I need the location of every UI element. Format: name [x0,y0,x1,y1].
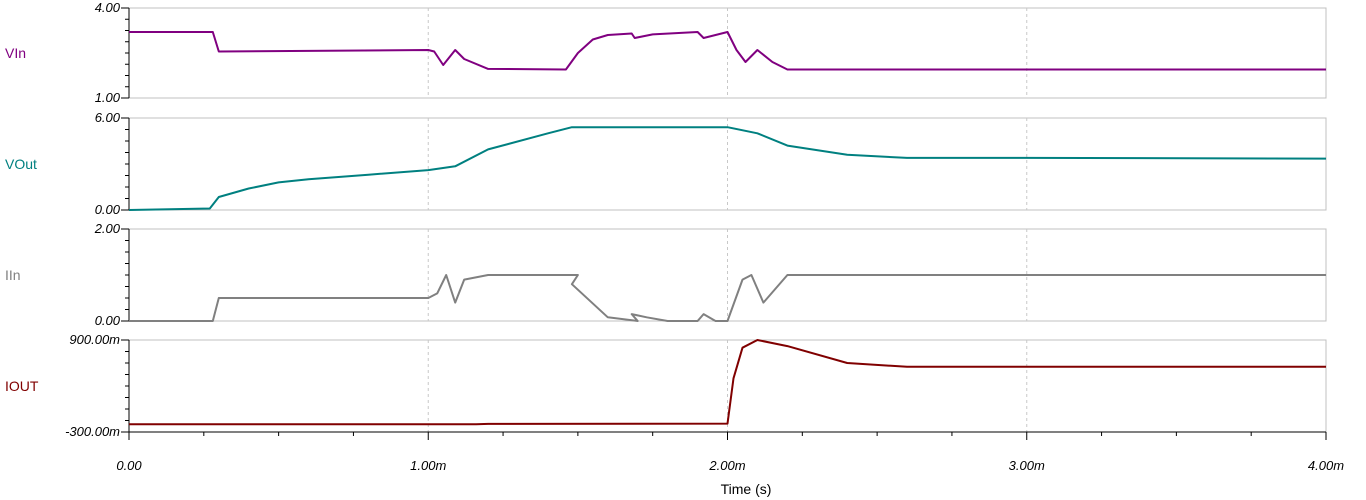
y-tick-label-bottom: -300.00m [65,424,120,439]
panel-vin: 4.00 1.00 VIn [5,0,1327,105]
series-line-iout [129,339,1326,426]
chart-panels: 4.00 1.00 VIn 6.00 0.00 VOut 2.00 0.00 IIn 900.00… [5,0,1327,439]
y-tick-label-bottom: 1.00 [95,90,121,105]
y-tick-label-top: 2.00 [94,221,121,236]
y-tick-label-bottom: 0.00 [95,313,121,328]
panel-iin: 2.00 0.00 IIn [5,221,1327,328]
signal-name-iin: IIn [5,267,21,283]
x-axis-title: Time (s) [721,481,772,497]
signal-name-iout: IOUT [5,378,39,394]
y-tick-label-top: 6.00 [95,110,121,125]
series-line-vin [129,31,1326,71]
series-line-vout [128,126,1327,211]
y-tick-label-top: 900.00m [69,332,120,347]
y-tick-label-bottom: 0.00 [95,202,121,217]
x-axis: 0.00 1.00m 2.00m 3.00m 4.00m [116,431,1344,473]
x-tick-label: 4.00m [1308,458,1344,473]
signal-name-vout: VOut [5,156,37,172]
x-tick-label: 1.00m [410,458,446,473]
y-tick-label-top: 4.00 [95,0,121,15]
x-tick-label: 3.00m [1009,458,1045,473]
series-line-iin [129,274,1326,322]
x-tick-label: 0.00 [116,458,142,473]
signal-name-vin: VIn [5,45,26,61]
panel-vout: 6.00 0.00 VOut [5,110,1327,217]
panel-iout: 900.00m -300.00m IOUT [5,332,1327,439]
x-tick-label: 2.00m [708,458,745,473]
